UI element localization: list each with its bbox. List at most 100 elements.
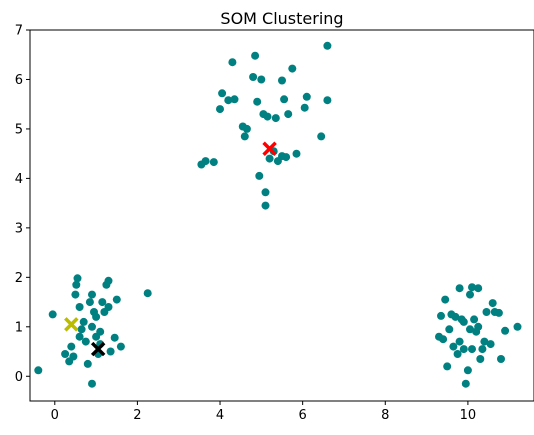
data-point [497,355,505,363]
data-point [455,284,464,293]
data-point [443,362,452,371]
data-point [96,327,105,336]
data-point [466,325,474,334]
data-point [317,132,326,141]
data-point [110,333,119,342]
data-point [72,280,81,289]
data-point [494,308,503,317]
x-tick-label: 8 [381,408,389,423]
data-point [67,342,76,351]
data-point [104,303,113,311]
data-point [455,337,464,346]
data-point [261,188,270,197]
data-point [323,41,332,50]
data-point [482,308,491,316]
data-point [265,154,274,163]
data-point [445,325,454,334]
centroid-marker [90,341,106,357]
y-tick-label: 0 [15,370,23,385]
data-point [453,350,462,358]
data-point [88,322,96,331]
data-point [282,153,291,162]
data-point [278,76,286,85]
data-points [34,41,522,388]
data-point [104,276,113,285]
data-point [466,290,474,299]
y-tick-label: 5 [15,122,23,137]
data-point [271,114,280,123]
data-point [480,337,489,346]
data-point [474,284,483,293]
data-point [261,201,270,210]
data-point [88,379,96,388]
data-point [69,352,78,361]
data-point [242,124,251,133]
data-point [513,322,522,331]
data-point [501,326,510,335]
y-axis: 0 1 2 3 4 5 6 7 [15,24,30,385]
data-point [251,51,260,60]
data-point [476,355,485,363]
centroid-marker [64,317,79,332]
data-point [468,345,476,354]
data-point [81,337,90,346]
data-point [79,317,88,326]
data-point [468,283,476,292]
data-point [451,312,460,321]
data-point [478,345,487,354]
data-point [218,89,227,98]
data-point [240,132,249,141]
data-point [441,295,450,304]
data-point [228,58,237,67]
data-point [470,315,479,324]
x-tick-label: 0 [51,408,59,423]
data-point [88,290,96,299]
data-point [474,322,483,331]
data-point [302,92,311,101]
data-point [224,96,233,105]
y-tick-label: 6 [15,73,23,88]
y-tick-label: 2 [15,271,23,286]
data-point [71,290,80,299]
data-point [437,311,445,320]
data-point [439,335,448,344]
data-point [459,317,468,326]
data-point [98,298,107,307]
x-tick-label: 6 [299,408,307,423]
x-tick-label: 10 [460,408,477,423]
data-point [106,347,115,356]
plot-frame [29,29,534,402]
data-point [249,73,258,81]
y-tick-label: 1 [15,320,23,335]
data-point [75,303,84,311]
data-point [201,157,210,166]
y-tick-label: 4 [15,172,23,187]
data-point [488,299,497,308]
data-point [459,345,468,354]
data-point [61,350,70,358]
data-point [143,289,152,298]
data-point [284,110,293,119]
data-point [300,103,309,112]
data-point [85,298,94,307]
centroid-marker [262,141,277,156]
data-point [209,158,218,167]
centroid-markers [64,141,277,357]
data-point [486,340,495,349]
data-point [73,274,82,283]
data-point [230,95,239,104]
data-point [292,149,301,158]
data-point [463,366,472,375]
data-point [92,312,101,321]
data-point [75,332,84,341]
data-point [112,295,121,304]
data-point [48,310,57,319]
x-axis: 0 2 4 6 8 10 [51,401,477,423]
data-point [83,359,92,368]
data-point [34,366,43,375]
data-point [263,112,272,121]
x-tick-label: 2 [133,408,141,423]
data-point [77,325,86,334]
data-point [257,75,266,84]
data-point [449,342,458,351]
